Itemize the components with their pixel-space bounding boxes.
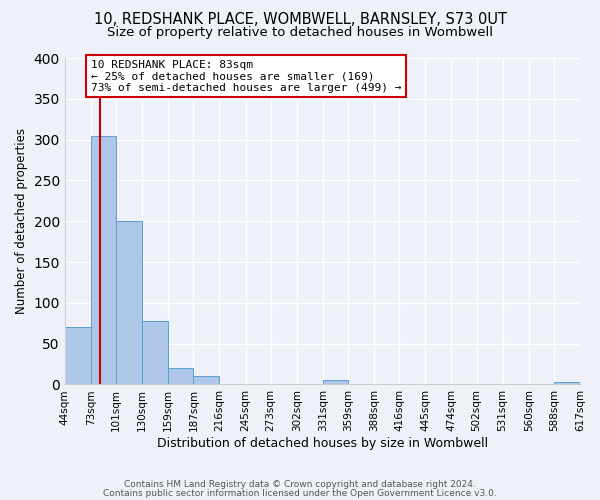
- Bar: [91, 136, 116, 384]
- Bar: [168, 368, 193, 384]
- Text: Size of property relative to detached houses in Wombwell: Size of property relative to detached ho…: [107, 26, 493, 39]
- Text: 10 REDSHANK PLACE: 83sqm
← 25% of detached houses are smaller (169)
73% of semi-: 10 REDSHANK PLACE: 83sqm ← 25% of detach…: [91, 60, 401, 93]
- Text: 10, REDSHANK PLACE, WOMBWELL, BARNSLEY, S73 0UT: 10, REDSHANK PLACE, WOMBWELL, BARNSLEY, …: [94, 12, 506, 28]
- Bar: [193, 376, 220, 384]
- Bar: [142, 321, 168, 384]
- Y-axis label: Number of detached properties: Number of detached properties: [15, 128, 28, 314]
- Bar: [65, 328, 91, 384]
- Bar: [554, 382, 580, 384]
- Bar: [116, 221, 142, 384]
- Text: Contains HM Land Registry data © Crown copyright and database right 2024.: Contains HM Land Registry data © Crown c…: [124, 480, 476, 489]
- Text: Contains public sector information licensed under the Open Government Licence v3: Contains public sector information licen…: [103, 488, 497, 498]
- Bar: [323, 380, 348, 384]
- X-axis label: Distribution of detached houses by size in Wombwell: Distribution of detached houses by size …: [157, 437, 488, 450]
